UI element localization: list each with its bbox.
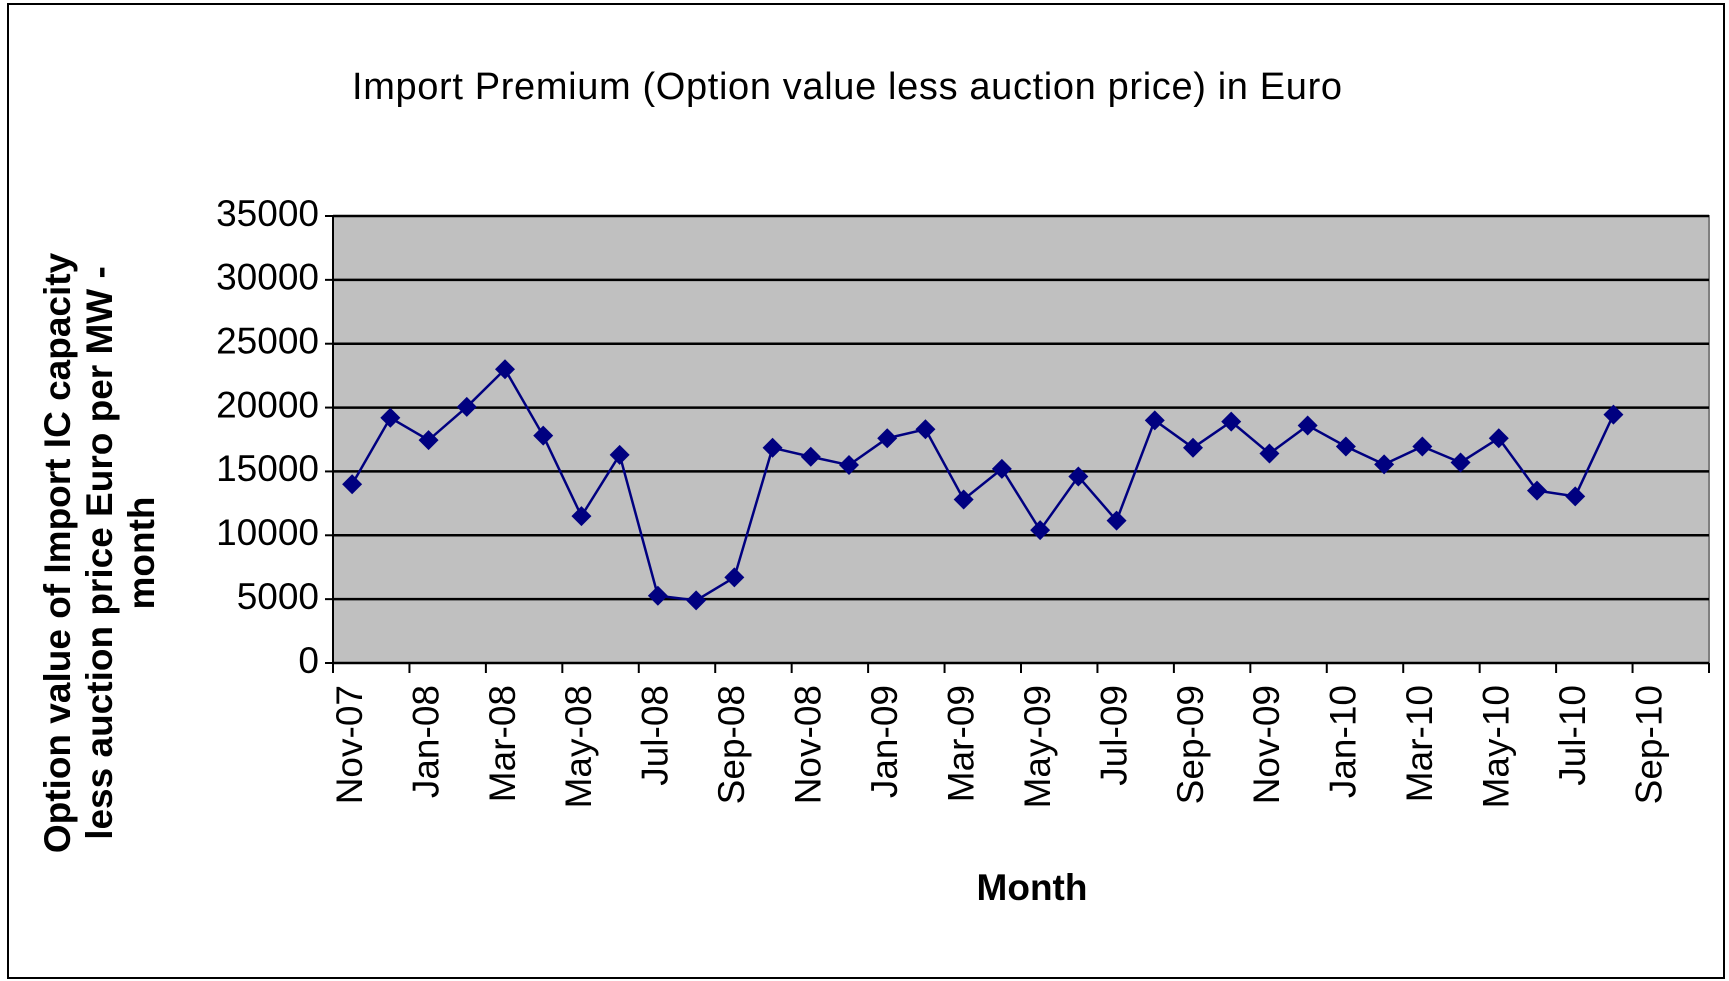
data-point [1106,510,1127,531]
x-tick-label: Mar-09 [940,685,981,802]
x-tick-label: Jan-08 [405,685,446,798]
data-point [456,396,477,417]
x-tick-label: Jan-10 [1323,685,1364,798]
x-tick-label: Mar-10 [1399,685,1440,802]
y-axis-label: month [121,496,162,609]
x-tick-label: Sep-08 [711,685,752,804]
x-tick-label: Nov-07 [329,685,370,804]
x-tick-label: Jul-09 [1093,685,1134,786]
x-tick-label: Jul-08 [635,685,676,786]
data-point [915,419,936,440]
data-point [686,590,707,611]
data-point [1335,436,1356,457]
x-tick-label: Mar-08 [482,685,523,802]
data-point [839,455,859,476]
data-point [533,425,554,446]
data-point [1297,415,1318,436]
data-point [647,585,668,606]
x-tick-label: Sep-09 [1170,685,1211,804]
x-tick-label: May-10 [1476,685,1517,808]
data-point [800,446,821,467]
x-tick-label: Nov-09 [1246,685,1287,804]
data-point [1488,428,1509,449]
plot-area [332,215,1710,664]
data-point [1183,437,1203,458]
data-point [1412,436,1433,457]
x-tick-label: Nov-08 [788,685,829,804]
data-point [762,437,783,458]
y-tick-label: 25000 [216,320,319,361]
data-point [877,428,898,449]
data-point [1603,404,1624,425]
y-tick-label: 0 [298,640,319,681]
y-axis-label: less auction price Euro per MW - [79,266,120,840]
y-axis-label: Option value of Import IC capacity [37,252,78,853]
data-line [351,367,1615,602]
data-point [342,474,363,495]
data-point [1259,443,1280,464]
data-point [1374,454,1395,475]
y-tick-label: 35000 [216,193,319,234]
data-point [380,407,401,428]
y-tick-label: 10000 [216,512,319,553]
data-point [418,430,439,451]
data-point [495,359,515,380]
data-point [1450,452,1471,473]
data-point [953,489,974,510]
data-point [1068,466,1089,487]
data-point [1527,480,1547,501]
x-tick-label: May-08 [558,685,599,808]
data-point [724,567,745,588]
data-point [609,444,630,465]
data-point [571,506,592,527]
x-tick-label: May-09 [1017,685,1058,808]
x-axis-label: Month [977,867,1088,908]
x-tick-label: Sep-10 [1628,685,1669,804]
y-tick-label: 30000 [216,257,319,298]
data-point [1565,486,1586,507]
data-point [1221,411,1242,432]
data-point [1030,520,1051,541]
data-point [991,458,1012,479]
y-tick-label: 5000 [237,576,319,617]
x-tick-label: Jul-10 [1552,685,1593,786]
x-tick-label: Jan-09 [864,685,905,798]
data-point [1144,410,1165,431]
y-tick-label: 15000 [216,448,319,489]
y-tick-label: 20000 [216,384,319,425]
chart-title: Import Premium (Option value less auctio… [352,66,1342,108]
